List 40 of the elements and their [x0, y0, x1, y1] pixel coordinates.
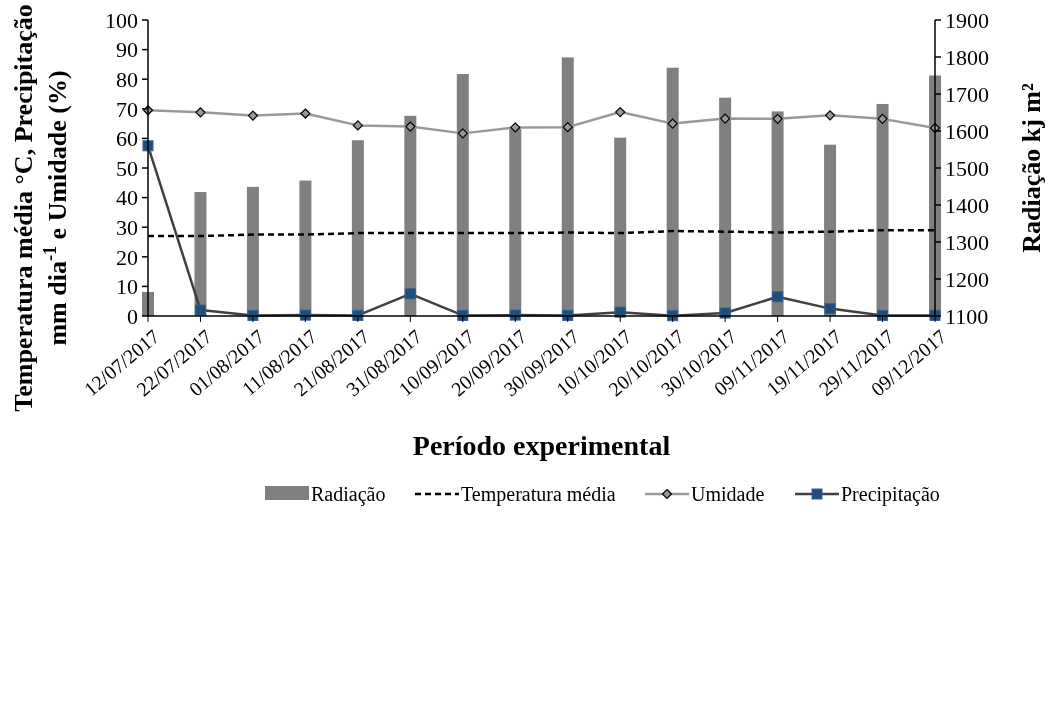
point	[772, 113, 783, 124]
point	[247, 110, 259, 121]
legend-label: Umidade	[691, 483, 765, 505]
point	[405, 121, 416, 132]
y2-tick-label: 1700	[945, 81, 989, 107]
y2-tick-label: 1500	[945, 155, 989, 181]
point	[352, 120, 363, 131]
legend-label: Temperatura média	[461, 483, 616, 506]
point	[720, 113, 731, 124]
y-tick-label: 20	[116, 244, 138, 270]
y-tick-label: 90	[116, 37, 138, 63]
x-axis-title: Período experimental	[412, 430, 671, 461]
y2-tick-label: 1600	[945, 118, 989, 144]
y-tick-label: 70	[116, 96, 138, 122]
point	[195, 107, 206, 118]
point	[510, 122, 521, 133]
point	[562, 122, 573, 133]
point	[824, 110, 836, 121]
legend-label: Radiação	[311, 483, 386, 506]
y-tick-label: 50	[116, 155, 138, 181]
y2-tick-label: 1200	[945, 266, 989, 292]
y2-tick-label: 1800	[945, 44, 989, 70]
y2-tick-label: 1300	[945, 229, 989, 255]
y2-axis-title: Radiação kj m²	[1017, 83, 1046, 253]
y2-tick-label: 1100	[945, 303, 989, 329]
y-tick-label: 40	[116, 185, 138, 211]
y-tick-label: 30	[116, 214, 138, 240]
point	[615, 106, 626, 118]
point	[300, 108, 311, 119]
point	[457, 128, 468, 139]
y-tick-label: 10	[116, 274, 138, 300]
y-tick-label: 0	[127, 303, 138, 329]
legend-label: Precipitação	[841, 483, 940, 506]
point	[877, 113, 888, 124]
y-tick-label: 60	[116, 126, 138, 152]
point	[667, 118, 678, 129]
y-tick-label: 100	[105, 7, 138, 33]
y2-tick-label: 1900	[945, 7, 989, 33]
y-tick-label: 80	[116, 66, 138, 92]
y2-tick-label: 1400	[945, 192, 989, 218]
